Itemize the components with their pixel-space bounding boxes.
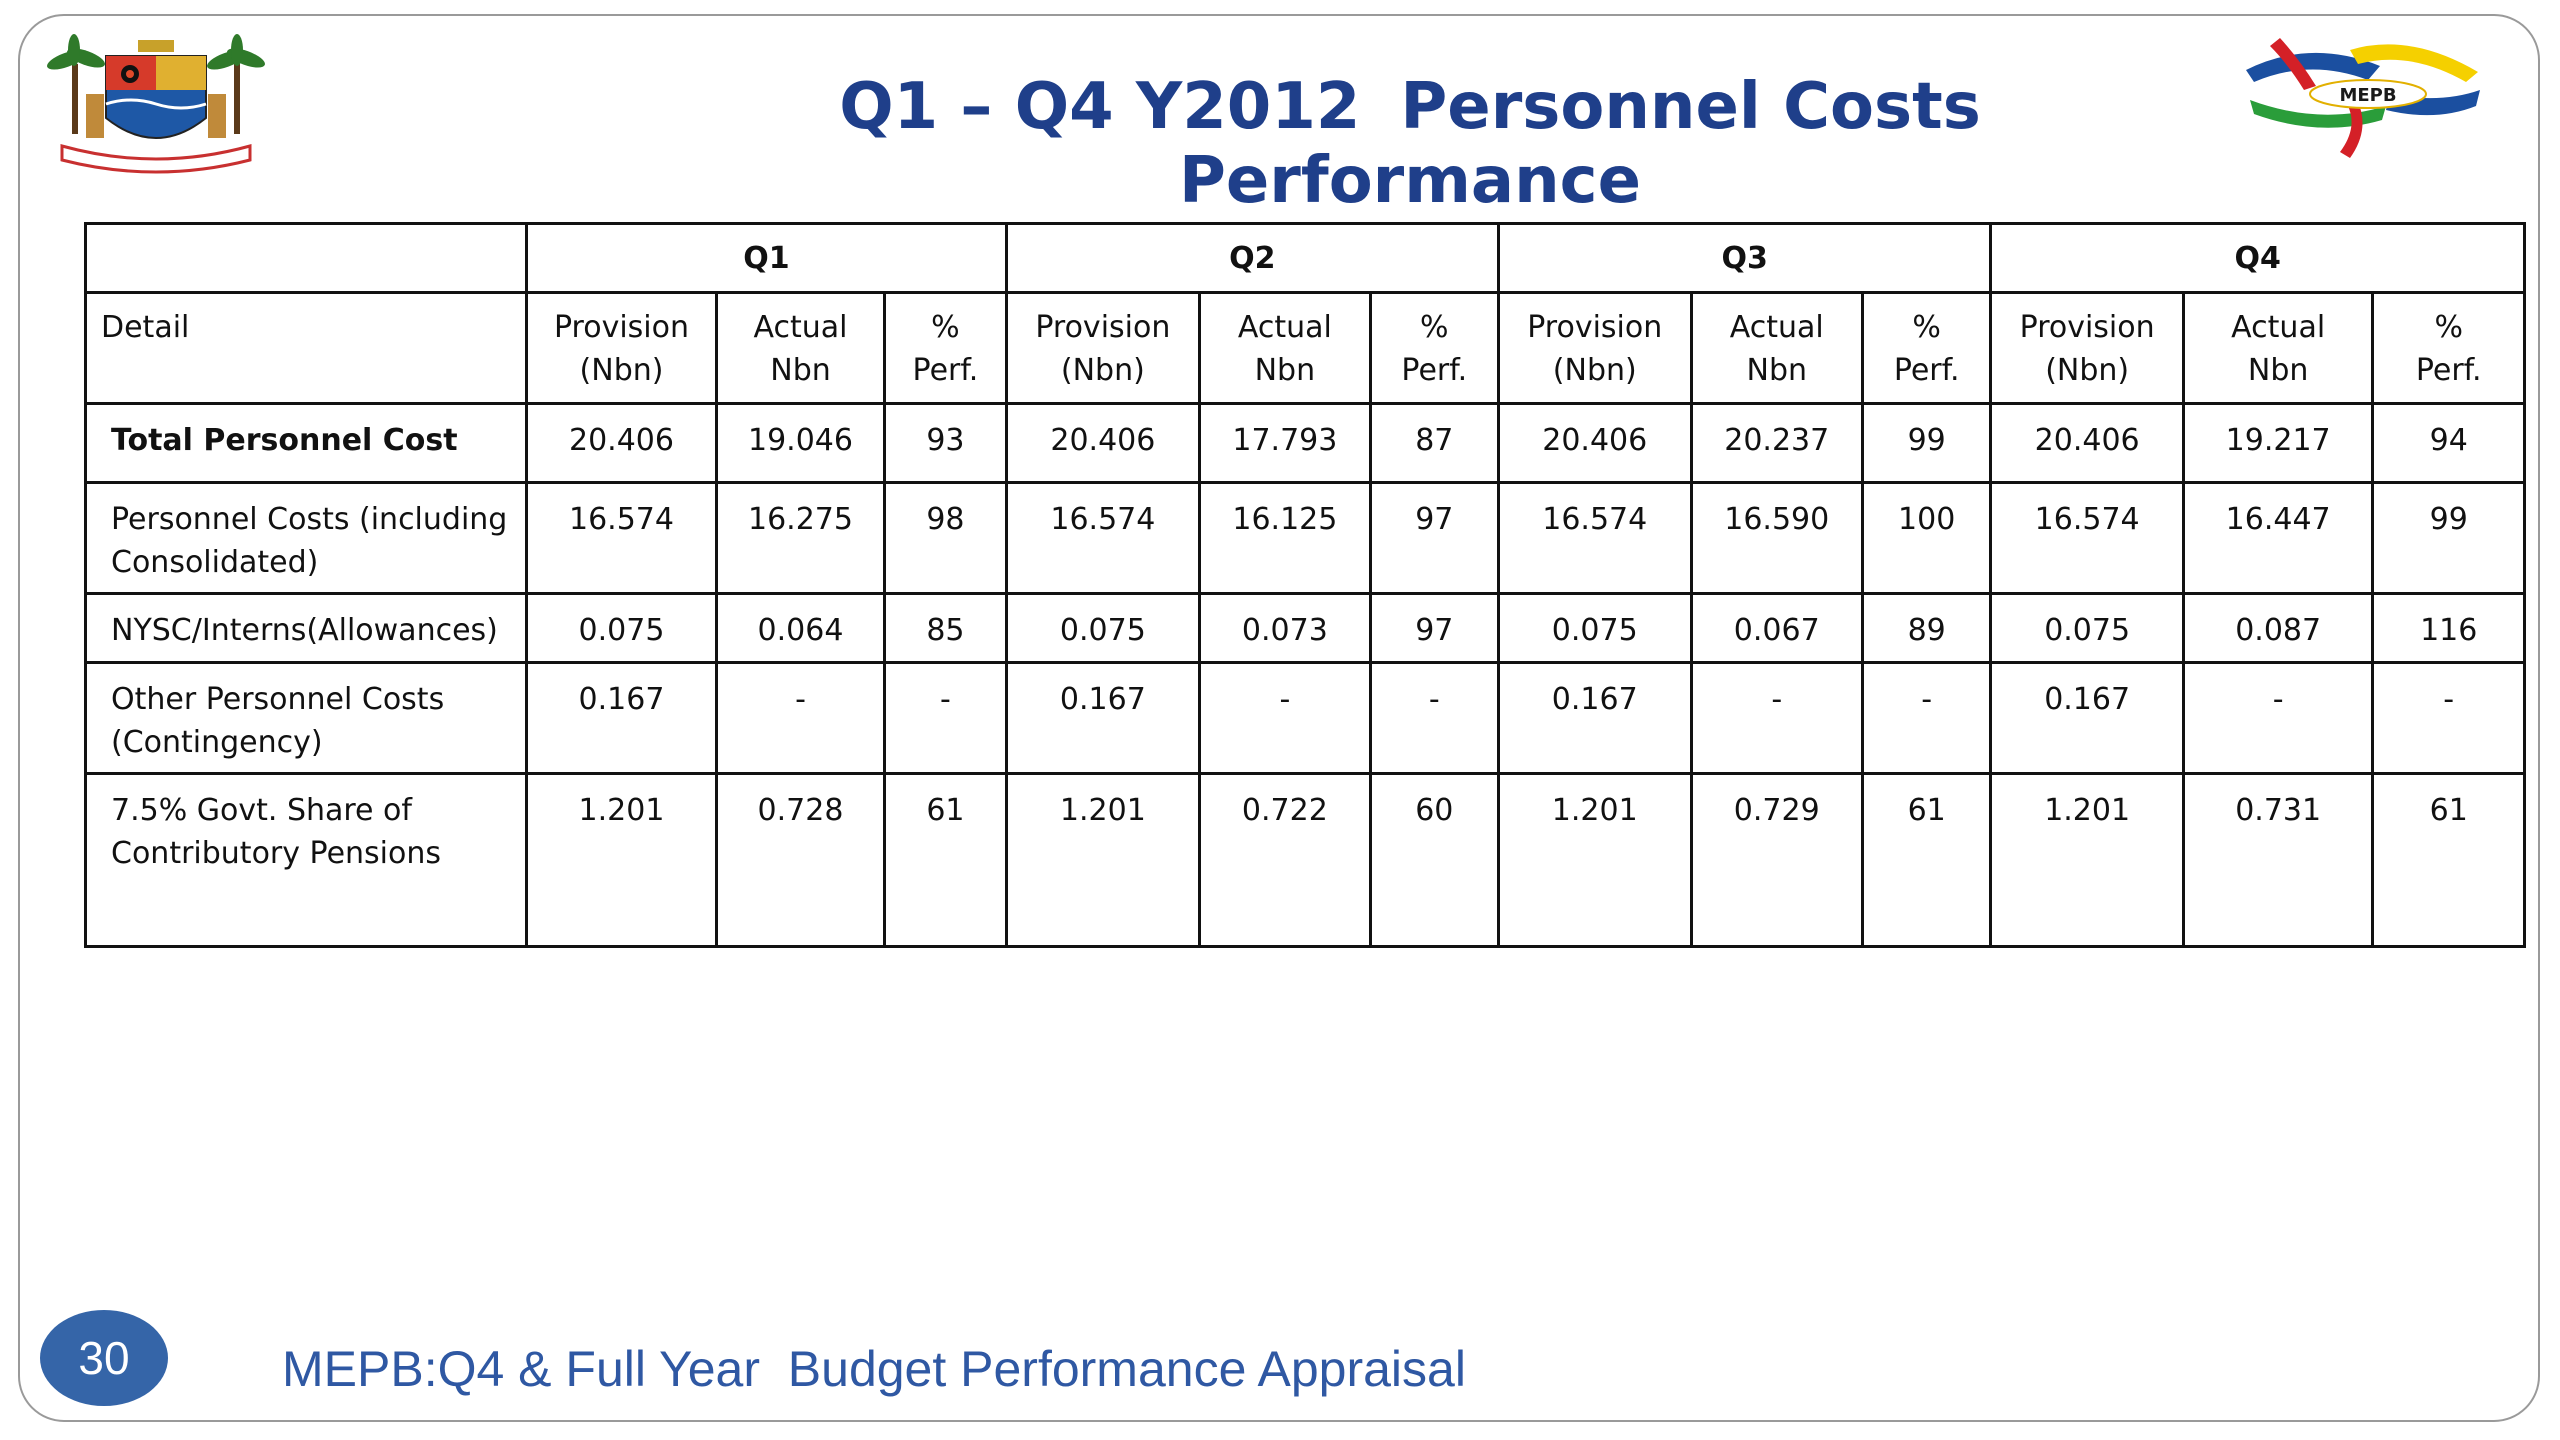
col-actual: Actual Nbn bbox=[2181, 291, 2375, 405]
cell-value: - bbox=[1368, 661, 1500, 775]
cell-value: 16.574 bbox=[1989, 481, 2185, 595]
mepb-logo-text: MEPB bbox=[2339, 85, 2396, 106]
cell-value: 0.087 bbox=[2181, 592, 2375, 664]
cell-value: - bbox=[2371, 661, 2526, 775]
coat-of-arms-logo bbox=[47, 34, 265, 174]
cell-value: - bbox=[1689, 661, 1864, 775]
row-label: 7.5% Govt. Share of Contributory Pensions bbox=[83, 772, 529, 948]
row-label: Total Personnel Cost bbox=[83, 402, 529, 484]
footer-text: MEPB:Q4 & Full Year Budget Performance A… bbox=[282, 1341, 1466, 1397]
cell-value: 16.125 bbox=[1198, 481, 1372, 595]
row-label: Other Personnel Costs (Contingency) bbox=[83, 661, 529, 775]
cell-value: 97 bbox=[1368, 592, 1500, 664]
cell-value: - bbox=[2181, 661, 2375, 775]
cell-value: 1.201 bbox=[525, 772, 718, 948]
page-title: Q1 – Q4 Y2012 Personnel Costs Performance bbox=[600, 70, 2220, 218]
cell-value: - bbox=[1860, 661, 1993, 775]
cell-value: 16.447 bbox=[2181, 481, 2375, 595]
cell-value: 20.406 bbox=[1004, 402, 1202, 484]
col-perf: % Perf. bbox=[883, 291, 1008, 405]
title-subject: Personnel Costs Performance bbox=[1178, 70, 1981, 218]
page-number-badge: 30 bbox=[40, 1310, 168, 1406]
cell-value: 60 bbox=[1368, 772, 1500, 948]
cell-value: 19.046 bbox=[714, 402, 887, 484]
cell-value: 1.201 bbox=[1496, 772, 1693, 948]
cell-value: 99 bbox=[1860, 402, 1993, 484]
quarter-header-q2: Q2 bbox=[1004, 222, 1500, 294]
detail-header: Detail bbox=[83, 291, 529, 405]
cell-value: 1.201 bbox=[1989, 772, 2185, 948]
cell-value: 17.793 bbox=[1198, 402, 1372, 484]
mepb-logo: MEPB bbox=[2246, 38, 2480, 158]
col-actual: Actual Nbn bbox=[1689, 291, 1864, 405]
cell-value: 20.406 bbox=[1496, 402, 1693, 484]
cell-value: 93 bbox=[883, 402, 1008, 484]
row-label: Personnel Costs (including Consolidated) bbox=[83, 481, 529, 595]
cell-value: 0.167 bbox=[1004, 661, 1202, 775]
cell-value: 20.237 bbox=[1689, 402, 1864, 484]
cell-value: 19.217 bbox=[2181, 402, 2375, 484]
cell-value: 16.574 bbox=[1004, 481, 1202, 595]
cell-value: 87 bbox=[1368, 402, 1500, 484]
cell-value: 0.167 bbox=[525, 661, 718, 775]
cell-value: 0.731 bbox=[2181, 772, 2375, 948]
cell-value: - bbox=[1198, 661, 1372, 775]
table-row: Total Personnel Cost 20.406 19.046 93 20… bbox=[83, 402, 2526, 484]
cell-value: 16.574 bbox=[1496, 481, 1693, 595]
col-provision: Provision (Nbn) bbox=[1496, 291, 1693, 405]
cell-value: 98 bbox=[883, 481, 1008, 595]
col-perf: % Perf. bbox=[1368, 291, 1500, 405]
corner-cell bbox=[83, 222, 529, 294]
cell-value: 0.167 bbox=[1496, 661, 1693, 775]
cell-value: 1.201 bbox=[1004, 772, 1202, 948]
cell-value: 0.722 bbox=[1198, 772, 1372, 948]
cell-value: 89 bbox=[1860, 592, 1993, 664]
cell-value: 0.075 bbox=[1496, 592, 1693, 664]
cell-value: 97 bbox=[1368, 481, 1500, 595]
cell-value: 0.075 bbox=[1004, 592, 1202, 664]
personnel-costs-table: Q1 Q2 Q3 Q4 Detail Provision (Nbn) Actual… bbox=[83, 222, 2526, 948]
cell-value: 94 bbox=[2371, 402, 2526, 484]
table-row: Personnel Costs (including Consolidated) … bbox=[83, 481, 2526, 595]
cell-value: - bbox=[714, 661, 887, 775]
cell-value: 100 bbox=[1860, 481, 1993, 595]
cell-value: 0.729 bbox=[1689, 772, 1864, 948]
cell-value: 20.406 bbox=[1989, 402, 2185, 484]
cell-value: 61 bbox=[1860, 772, 1993, 948]
cell-value: 61 bbox=[883, 772, 1008, 948]
cell-value: 16.590 bbox=[1689, 481, 1864, 595]
cell-value: 0.067 bbox=[1689, 592, 1864, 664]
row-label: NYSC/Interns(Allowances) bbox=[83, 592, 529, 664]
quarter-header-q4: Q4 bbox=[1989, 222, 2526, 294]
quarter-header-row: Q1 Q2 Q3 Q4 bbox=[83, 222, 2526, 294]
cell-value: 116 bbox=[2371, 592, 2526, 664]
cell-value: 0.064 bbox=[714, 592, 887, 664]
table-row: 7.5% Govt. Share of Contributory Pensions… bbox=[83, 772, 2526, 948]
col-provision: Provision (Nbn) bbox=[525, 291, 718, 405]
col-perf: % Perf. bbox=[1860, 291, 1993, 405]
quarter-header-q1: Q1 bbox=[525, 222, 1008, 294]
cell-value: 20.406 bbox=[525, 402, 718, 484]
cell-value: 0.728 bbox=[714, 772, 887, 948]
table-row: NYSC/Interns(Allowances) 0.075 0.064 85 … bbox=[83, 592, 2526, 664]
cell-value: 0.075 bbox=[525, 592, 718, 664]
cell-value: 16.574 bbox=[525, 481, 718, 595]
col-provision: Provision (Nbn) bbox=[1989, 291, 2185, 405]
col-perf: % Perf. bbox=[2371, 291, 2526, 405]
title-period: Q1 – Q4 Y2012 bbox=[839, 70, 1361, 144]
cell-value: 85 bbox=[883, 592, 1008, 664]
col-actual: Actual Nbn bbox=[714, 291, 887, 405]
col-provision: Provision (Nbn) bbox=[1004, 291, 1202, 405]
cell-value: - bbox=[883, 661, 1008, 775]
cell-value: 0.075 bbox=[1989, 592, 2185, 664]
cell-value: 0.073 bbox=[1198, 592, 1372, 664]
col-actual: Actual Nbn bbox=[1198, 291, 1372, 405]
column-header-row: Detail Provision (Nbn) Actual Nbn % Perf. P… bbox=[83, 291, 2526, 405]
quarter-header-q3: Q3 bbox=[1496, 222, 1993, 294]
cell-value: 0.167 bbox=[1989, 661, 2185, 775]
table-row: Other Personnel Costs (Contingency) 0.167… bbox=[83, 661, 2526, 775]
cell-value: 16.275 bbox=[714, 481, 887, 595]
cell-value: 99 bbox=[2371, 481, 2526, 595]
cell-value: 61 bbox=[2371, 772, 2526, 948]
